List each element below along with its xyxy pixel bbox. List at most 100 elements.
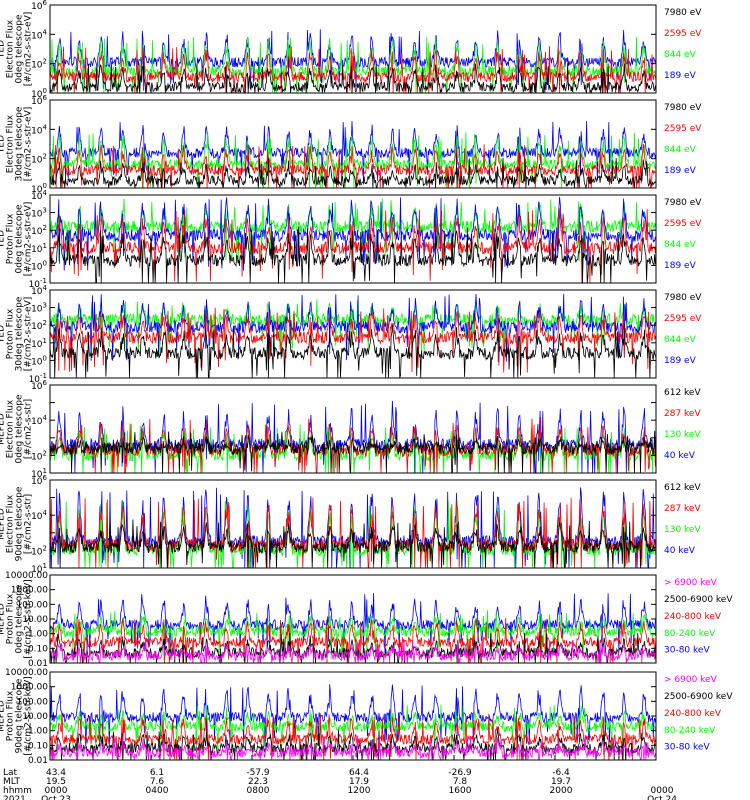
y-axis-label: TED Electron Flux 0deg telescope [#/cm2-s-s… [0, 12, 34, 87]
y-tick-label: 104 [31, 414, 47, 427]
y-axis-label-line: [#/cm2-s-str-keV] [24, 579, 34, 658]
x-tick-label: 6.1 [150, 768, 164, 778]
y-tick-label: 102 [31, 544, 47, 557]
legend-entry: 130 keV [664, 525, 701, 535]
panel-frame [49, 384, 657, 474]
series-2595-ev [49, 46, 657, 94]
series-2595-ev [49, 307, 657, 373]
y-axis-label-line: Electron Flux [6, 399, 16, 458]
y-axis-label-line: Proton Flux [6, 213, 16, 264]
x-tick-label: 0400 [146, 786, 169, 796]
y-tick-label: 104 [31, 284, 47, 297]
panel-5: 101 102 104 106 MEPED Electron Flux 0deg teles… [0, 379, 701, 480]
y-tick-label: 106 [31, 94, 47, 107]
x-tick-label: -26.9 [448, 768, 472, 778]
y-tick-label: 104 [31, 509, 47, 522]
legend-entry: 844 eV [664, 240, 697, 250]
y-tick-label: 1.00 [28, 630, 48, 640]
x-tick-label: 0800 [247, 786, 270, 796]
y-axis-label-line: [#/cm2-s-str] [24, 399, 34, 459]
legend-entry: 2595 eV [664, 29, 702, 39]
y-tick-label: 100.00 [17, 600, 49, 610]
legend-entry: 2500-6900 keV [664, 692, 733, 702]
panel-frame [49, 4, 657, 94]
x-tick-label: 1600 [449, 786, 472, 796]
y-tick-label: 106 [31, 379, 47, 392]
y-axis-label-line: TED [0, 135, 7, 154]
y-tick-label: 10-1 [29, 277, 47, 290]
y-tick-label: 106 [31, 0, 47, 12]
x-row-label: hhmm [3, 786, 32, 796]
series-7980-ev [49, 226, 657, 283]
series-30-80-kev [49, 593, 657, 654]
y-tick-label: 104 [31, 28, 47, 41]
y-tick-label: 1000.00 [11, 683, 48, 693]
legend-entry: 2595 eV [664, 124, 702, 134]
panel-frame [49, 289, 657, 379]
legend-entry: 240-800 keV [664, 709, 722, 719]
series-240-800-kev [49, 713, 657, 761]
y-tick-label: 101 [31, 562, 47, 575]
y-tick-label: 10000.00 [5, 571, 48, 581]
y-tick-label: 101 [31, 337, 47, 350]
y-axis-label-line: Electron Flux [6, 114, 16, 173]
x-tick-label: 7.8 [453, 777, 468, 787]
x-tick-label: 43.4 [46, 768, 66, 778]
y-tick-label: 101 [31, 467, 47, 480]
y-axis-label-line: 0deg telescope [15, 584, 25, 654]
y-tick-label: 103 [31, 207, 47, 220]
y-axis-label-line: [#/cm2-s-str-eV] [24, 297, 34, 372]
y-tick-label: 0.10 [28, 644, 48, 654]
legend-entry: 844 eV [664, 145, 697, 155]
y-axis-label-line: Electron Flux [6, 19, 16, 78]
y-axis-label-line: [#/cm2-s-str-keV] [24, 676, 34, 755]
series-844-ev [49, 298, 657, 356]
legend-entry: 189 eV [664, 356, 697, 366]
y-tick-label: 10.00 [22, 712, 48, 722]
x-tick-label: 1200 [348, 786, 371, 796]
y-axis-label-line: MEPED [0, 603, 7, 635]
panel-frame [49, 194, 657, 284]
panel-frame [49, 99, 657, 189]
y-axis-label-line: Proton Flux [6, 593, 16, 644]
x-tick-label: -57.9 [246, 768, 270, 778]
series--6900-kev [49, 639, 657, 664]
legend-entry: 7980 eV [664, 293, 702, 303]
series-80-240-kev [49, 704, 657, 756]
y-tick-label: 0.10 [28, 741, 48, 751]
y-tick-label: 102 [31, 449, 47, 462]
y-tick-label: 100 [31, 182, 47, 195]
legend-entry: 844 eV [664, 50, 697, 60]
y-axis-label-line: 90deg telescope [15, 678, 25, 753]
legend-entry: 844 eV [664, 335, 697, 345]
series-240-800-kev [49, 617, 657, 664]
legend-entry: 287 keV [664, 504, 701, 514]
x-tick-label: 22.3 [248, 777, 268, 787]
y-tick-label: 104 [31, 189, 47, 202]
y-tick-label: 1000.00 [11, 586, 48, 596]
y-axis-label-line: MEPED [0, 508, 7, 540]
x-row-label: Lat [3, 768, 18, 778]
legend-entry: 189 eV [664, 166, 697, 176]
y-axis-label-line: 0deg telescope [15, 204, 25, 274]
y-axis-label-line: Electron Flux [6, 494, 16, 553]
x-tick-label: 0000 [651, 786, 674, 796]
legend-entry: 240-800 keV [664, 612, 722, 622]
series-7980-ev [49, 157, 657, 190]
y-axis-label-line: [#/cm2-s-str-eV] [24, 107, 34, 182]
y-tick-label: 102 [31, 224, 47, 237]
y-axis-label: TED Proton Flux 0deg telescope [#/cm2-s-str… [0, 202, 34, 277]
x-row-label: MLT [3, 777, 21, 787]
y-axis-label: MEPED Proton Flux 90deg telescope [#/cm2-s-… [0, 676, 34, 755]
y-tick-label: 100 [31, 354, 47, 367]
y-tick-label: 10.00 [22, 615, 48, 625]
y-tick-label: 102 [31, 319, 47, 332]
y-tick-label: 102 [31, 153, 47, 166]
x-tick-label: Oct 23 [41, 795, 71, 800]
legend-entry: 2595 eV [664, 314, 702, 324]
y-tick-label: 0.01 [28, 756, 48, 766]
